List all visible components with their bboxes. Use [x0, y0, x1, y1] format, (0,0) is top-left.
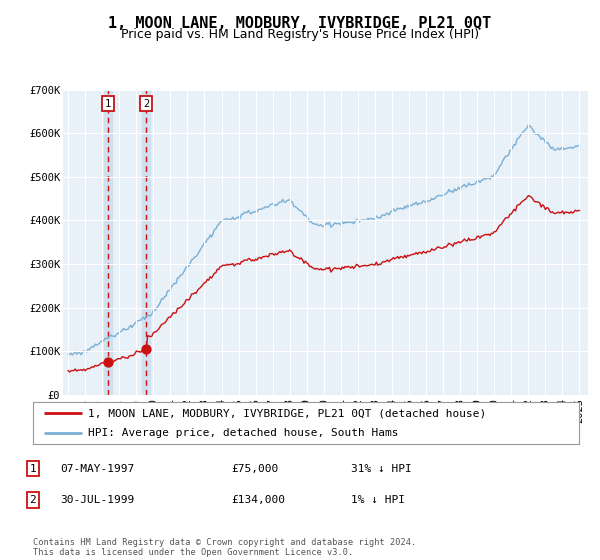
- Text: HPI: Average price, detached house, South Hams: HPI: Average price, detached house, Sout…: [88, 428, 398, 438]
- Text: 07-MAY-1997: 07-MAY-1997: [60, 464, 134, 474]
- Text: 1, MOON LANE, MODBURY, IVYBRIDGE, PL21 0QT: 1, MOON LANE, MODBURY, IVYBRIDGE, PL21 0…: [109, 16, 491, 31]
- Text: 2: 2: [29, 495, 37, 505]
- Text: 1, MOON LANE, MODBURY, IVYBRIDGE, PL21 0QT (detached house): 1, MOON LANE, MODBURY, IVYBRIDGE, PL21 0…: [88, 408, 486, 418]
- Text: 1: 1: [105, 99, 111, 109]
- Text: 2: 2: [143, 99, 149, 109]
- Text: £75,000: £75,000: [231, 464, 278, 474]
- Text: 1: 1: [29, 464, 37, 474]
- Point: [103, 357, 113, 366]
- Text: £134,000: £134,000: [231, 495, 285, 505]
- Text: Price paid vs. HM Land Registry's House Price Index (HPI): Price paid vs. HM Land Registry's House …: [121, 28, 479, 41]
- Text: 31% ↓ HPI: 31% ↓ HPI: [351, 464, 412, 474]
- Text: 1% ↓ HPI: 1% ↓ HPI: [351, 495, 405, 505]
- Bar: [142, 90, 151, 395]
- Text: 30-JUL-1999: 30-JUL-1999: [60, 495, 134, 505]
- Bar: [104, 90, 112, 395]
- Point: [142, 344, 151, 353]
- Text: Contains HM Land Registry data © Crown copyright and database right 2024.
This d: Contains HM Land Registry data © Crown c…: [33, 538, 416, 557]
